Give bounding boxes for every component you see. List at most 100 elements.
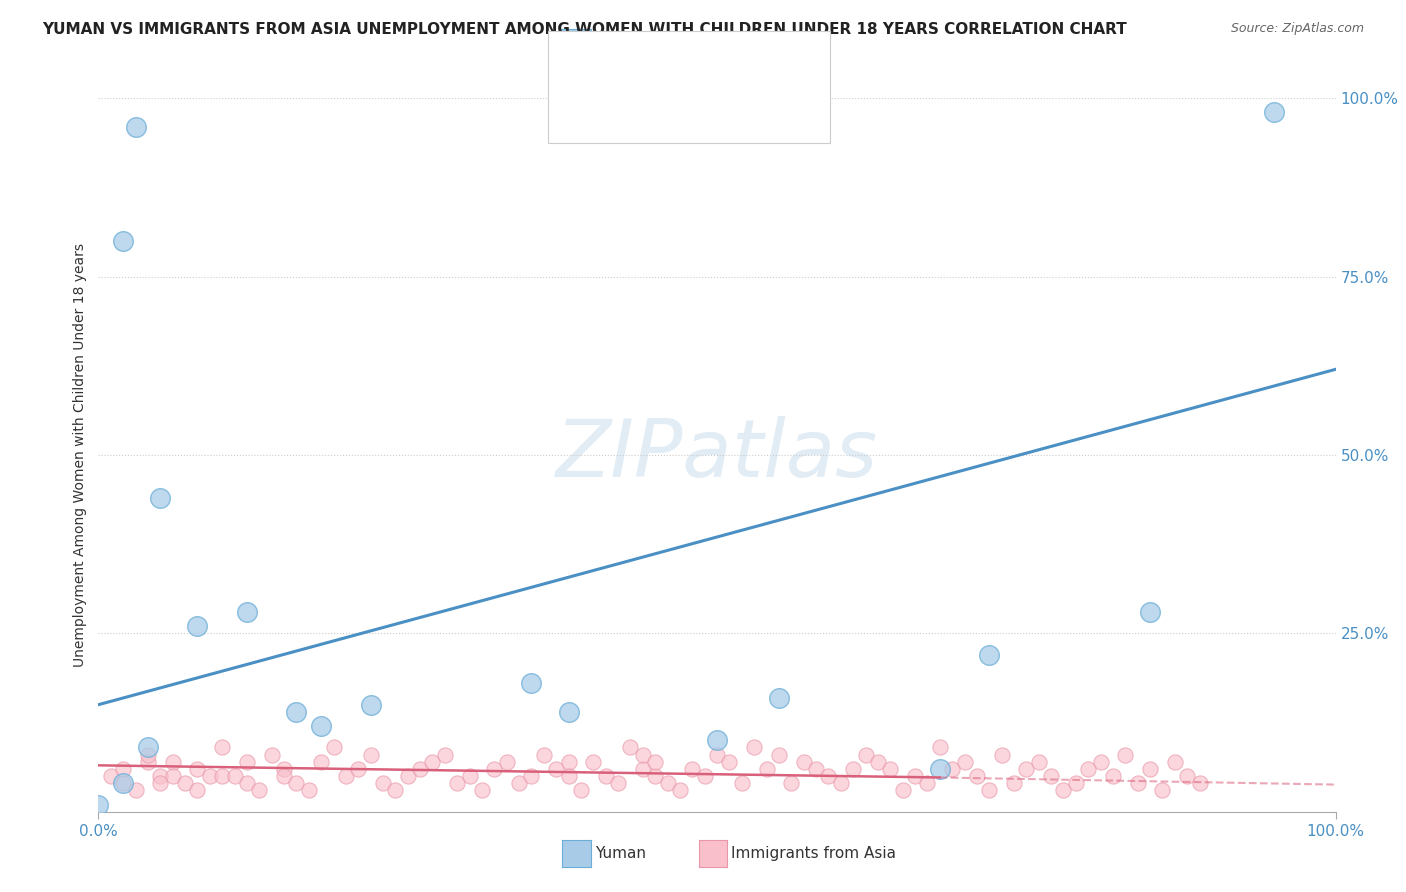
Point	[928, 762, 950, 776]
Point	[644, 755, 666, 769]
Point	[681, 762, 703, 776]
Point	[384, 783, 406, 797]
Point	[966, 769, 988, 783]
Point	[817, 769, 839, 783]
Point	[904, 769, 927, 783]
Point	[285, 705, 308, 719]
Point	[582, 755, 605, 769]
Point	[557, 769, 579, 783]
Point	[804, 762, 827, 776]
Point	[1015, 762, 1038, 776]
Point	[607, 776, 630, 790]
Point	[371, 776, 394, 790]
Point	[520, 676, 543, 690]
Point	[866, 755, 889, 769]
Point	[347, 762, 370, 776]
Text: Source: ZipAtlas.com: Source: ZipAtlas.com	[1230, 22, 1364, 36]
Point	[879, 762, 901, 776]
Point	[162, 755, 184, 769]
Point	[520, 769, 543, 783]
Point	[755, 762, 778, 776]
Point	[1077, 762, 1099, 776]
Point	[149, 776, 172, 790]
Point	[891, 783, 914, 797]
Point	[706, 747, 728, 762]
Text: Yuman: Yuman	[595, 847, 645, 861]
Point	[1064, 776, 1087, 790]
Point	[236, 605, 259, 619]
Point	[186, 783, 208, 797]
Point	[557, 755, 579, 769]
Point	[260, 747, 283, 762]
Text: Immigrants from Asia: Immigrants from Asia	[731, 847, 896, 861]
Point	[1102, 769, 1125, 783]
Point	[595, 769, 617, 783]
Point	[953, 755, 976, 769]
Point	[309, 719, 332, 733]
Point	[644, 769, 666, 783]
Point	[162, 769, 184, 783]
Point	[149, 769, 172, 783]
Point	[793, 755, 815, 769]
Point	[186, 619, 208, 633]
Point	[780, 776, 803, 790]
Point	[124, 120, 146, 134]
Point	[136, 755, 159, 769]
Point	[409, 762, 432, 776]
Point	[224, 769, 246, 783]
Point	[706, 733, 728, 747]
Point	[309, 755, 332, 769]
Point	[1152, 783, 1174, 797]
Point	[136, 747, 159, 762]
Point	[422, 755, 444, 769]
Point	[495, 755, 517, 769]
Point	[1188, 776, 1211, 790]
Point	[484, 762, 506, 776]
Point	[1028, 755, 1050, 769]
Text: R =  0.402   N =   19: R = 0.402 N = 19	[602, 37, 804, 54]
Point	[657, 776, 679, 790]
Point	[1052, 783, 1074, 797]
Point	[211, 769, 233, 783]
Point	[211, 740, 233, 755]
Point	[1126, 776, 1149, 790]
Point	[1139, 762, 1161, 776]
Point	[247, 783, 270, 797]
Point	[112, 776, 135, 790]
Point	[557, 705, 579, 719]
Point	[360, 747, 382, 762]
Point	[1002, 776, 1025, 790]
Point	[396, 769, 419, 783]
Point	[273, 769, 295, 783]
Point	[533, 747, 555, 762]
Point	[979, 783, 1001, 797]
Point	[941, 762, 963, 776]
Point	[136, 740, 159, 755]
Text: ZIPatlas: ZIPatlas	[555, 416, 879, 494]
Point	[979, 648, 1001, 662]
Point	[631, 747, 654, 762]
Point	[322, 740, 344, 755]
Point	[718, 755, 741, 769]
Point	[273, 762, 295, 776]
Point	[631, 762, 654, 776]
Point	[236, 755, 259, 769]
Point	[1139, 605, 1161, 619]
Point	[1090, 755, 1112, 769]
Point	[87, 797, 110, 812]
Point	[917, 776, 939, 790]
Point	[1114, 747, 1136, 762]
Point	[112, 234, 135, 248]
Point	[1040, 769, 1063, 783]
Point	[742, 740, 765, 755]
Point	[198, 769, 221, 783]
Text: YUMAN VS IMMIGRANTS FROM ASIA UNEMPLOYMENT AMONG WOMEN WITH CHILDREN UNDER 18 YE: YUMAN VS IMMIGRANTS FROM ASIA UNEMPLOYME…	[42, 22, 1128, 37]
Point	[112, 776, 135, 790]
Point	[546, 762, 568, 776]
Text: R =  -0.289   N =  100: R = -0.289 N = 100	[602, 98, 818, 116]
Point	[360, 698, 382, 712]
Point	[1175, 769, 1198, 783]
Point	[855, 747, 877, 762]
Point	[471, 783, 494, 797]
Point	[569, 783, 592, 797]
